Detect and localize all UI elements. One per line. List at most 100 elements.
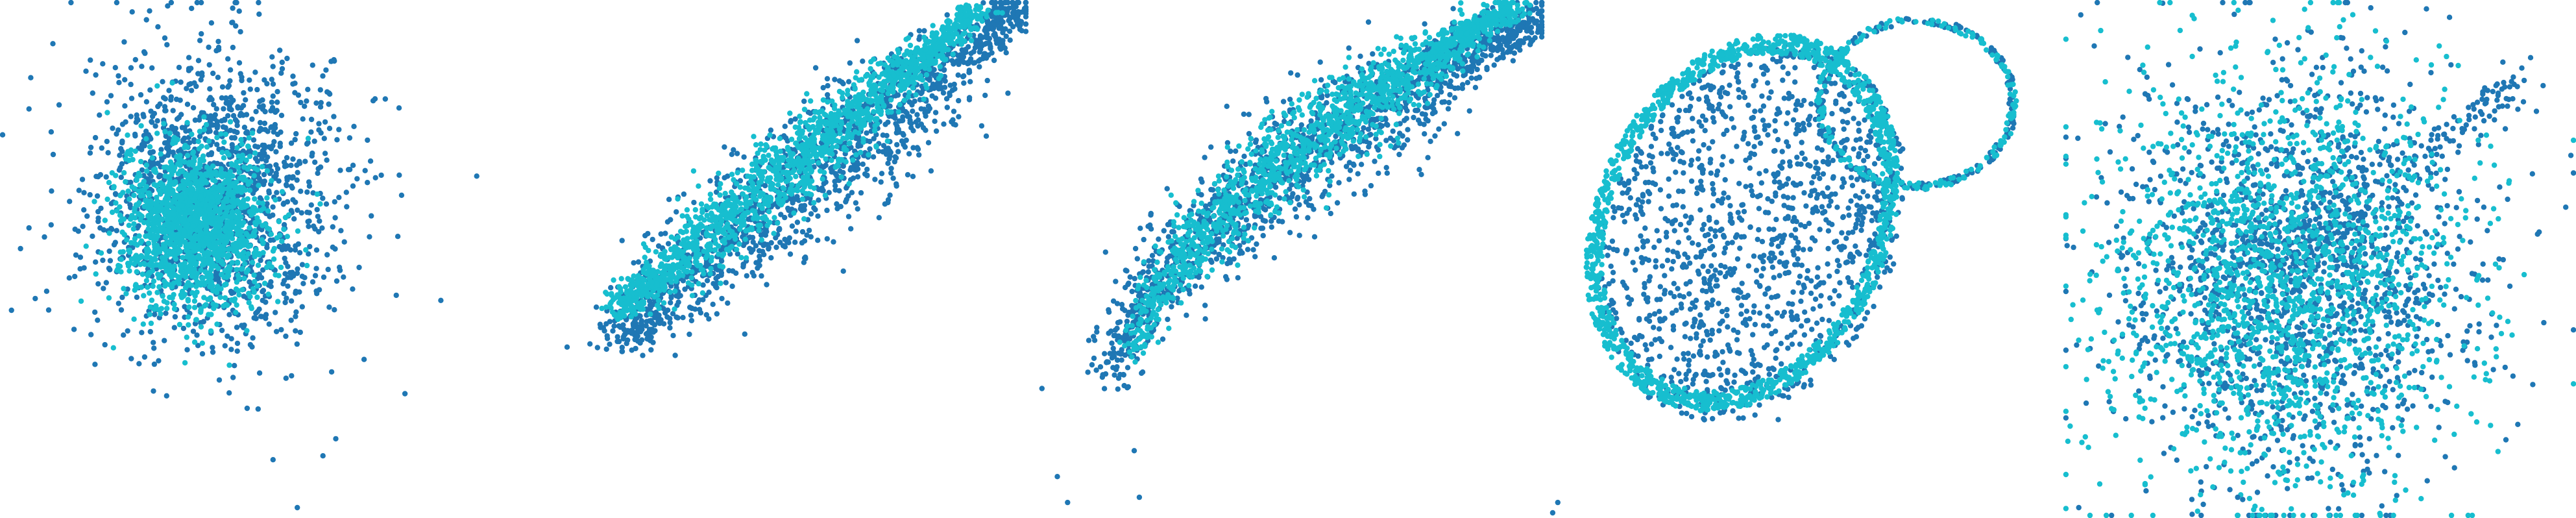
scatter-point (154, 262, 160, 268)
scatter-point (201, 243, 207, 249)
scatter-point (672, 288, 678, 294)
scatter-point (966, 97, 973, 103)
scatter-point (283, 333, 289, 339)
scatter-point (132, 240, 138, 247)
scatter-point (156, 275, 162, 281)
scatter-point (203, 202, 209, 208)
scatter-point (249, 116, 255, 122)
scatter-point (187, 181, 193, 188)
scatter-point (318, 130, 324, 136)
scatter-point (115, 73, 121, 79)
scatter-point (187, 173, 193, 179)
scatter-point (991, 4, 997, 10)
scatter-point (83, 68, 89, 74)
scatter-point (97, 225, 103, 231)
scatter-point (92, 362, 98, 367)
scatter-point (794, 219, 801, 225)
scatter-point (718, 270, 725, 276)
scatter-point (116, 167, 123, 173)
scatter-point (932, 118, 938, 124)
scatter-point (967, 79, 973, 84)
scatter-point (212, 244, 217, 251)
scatter-point (292, 247, 298, 253)
scatter-point (766, 153, 772, 158)
scatter-point (50, 41, 56, 47)
scatter-point (212, 169, 219, 175)
scatter-point (221, 155, 227, 161)
scatter-point (132, 56, 138, 63)
scatter-point (906, 99, 912, 105)
scatter-point (191, 339, 198, 345)
scatter-point (326, 101, 332, 107)
scatter-point (136, 361, 142, 367)
scatter-point (393, 292, 399, 299)
scatter-point (230, 5, 236, 11)
scatter-point (32, 295, 38, 302)
scatter-point (224, 222, 230, 228)
scatter-point (311, 223, 317, 229)
scatter-point (303, 247, 309, 253)
scatter-point (151, 182, 157, 188)
scatter-point (961, 80, 967, 86)
scatter-point (121, 39, 127, 45)
scatter-point (232, 363, 237, 369)
scatter-point (227, 169, 234, 175)
scatter-point (195, 58, 202, 64)
scatter-point (341, 274, 346, 280)
scatter-point (162, 35, 168, 41)
scatter-point (808, 211, 814, 217)
scatter-point (668, 295, 674, 301)
scatter-point (840, 80, 846, 87)
scatter-point (344, 204, 350, 210)
scatter-point (747, 245, 753, 251)
scatter-point (219, 84, 226, 90)
scatter-point (680, 315, 686, 321)
scatter-point (808, 98, 814, 104)
scatter-point (151, 160, 157, 166)
scatter-point (658, 231, 664, 237)
scatter-point (230, 19, 236, 25)
scatter-point (205, 278, 211, 285)
scatter-point (988, 43, 993, 50)
scatter-point (876, 215, 882, 221)
scatter-point (398, 192, 405, 198)
scatter-point (254, 158, 260, 164)
scatter-point (228, 94, 234, 101)
scatter-point (707, 178, 713, 184)
scatter-point (121, 232, 127, 238)
scatter-point (102, 217, 108, 223)
scatter-point (367, 234, 372, 240)
scatter-point (324, 89, 330, 95)
scatter-point (235, 105, 241, 111)
scatter-point (119, 121, 126, 127)
scatter-point (298, 210, 304, 216)
scatter-point (127, 202, 133, 208)
scatter-point (942, 84, 948, 90)
scatter-point (735, 169, 740, 176)
scatter-point (367, 158, 374, 164)
scatter-point (190, 149, 197, 155)
scatter-point (880, 132, 886, 138)
scatter-point (88, 57, 93, 63)
scatter-point (887, 153, 893, 159)
scatter-point (228, 347, 234, 352)
scatter-point (190, 328, 197, 334)
scatter-point (910, 173, 916, 179)
scatter-point (146, 190, 152, 196)
scatter-point (259, 227, 265, 232)
scatter-point (131, 316, 137, 322)
scatter-point (145, 247, 152, 254)
scatter-point (221, 234, 226, 240)
scatter-point (164, 306, 170, 312)
scatter-point (961, 73, 967, 79)
scatter-point (143, 233, 149, 240)
scatter-point (167, 238, 173, 244)
scatter-point (304, 189, 310, 195)
scatter-point (284, 234, 291, 240)
scatter-point (148, 320, 154, 327)
scatter-point (860, 161, 866, 167)
scatter-point (133, 253, 140, 258)
scatter-point (232, 296, 238, 302)
scatter-point (244, 328, 250, 334)
scatter-point (982, 92, 988, 99)
